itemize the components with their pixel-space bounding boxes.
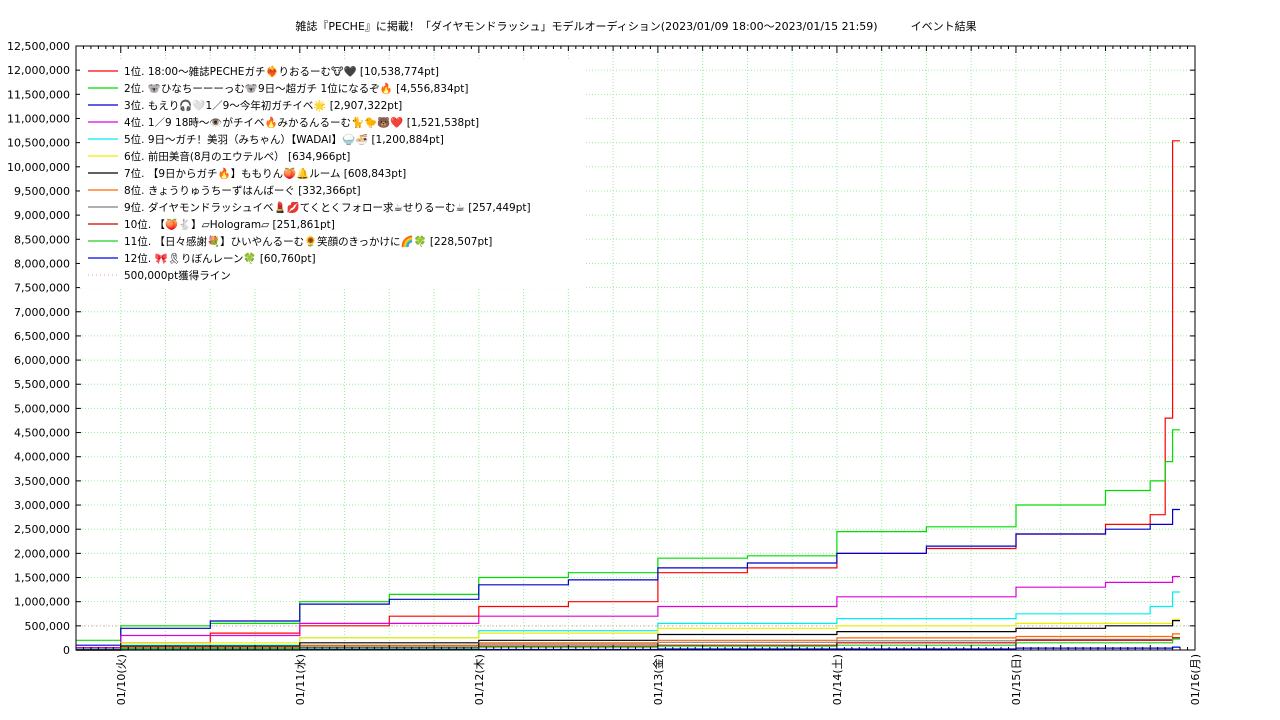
- series-line-7: [76, 620, 1180, 651]
- x-tick-label: 01/12(木): [473, 654, 486, 705]
- y-tick-label: 10,000,000: [7, 161, 70, 174]
- y-tick-label: 2,500,000: [14, 523, 70, 536]
- y-tick-label: 2,000,000: [14, 547, 70, 560]
- legend: 1位. 18:00～雑誌PECHEガチ❤️‍🔥りおるーむ🐮🖤 [10,538,7…: [80, 60, 585, 288]
- y-tick-label: 9,500,000: [14, 185, 70, 198]
- y-tick-label: 5,500,000: [14, 378, 70, 391]
- y-tick-label: 9,000,000: [14, 209, 70, 222]
- y-tick-label: 10,500,000: [7, 137, 70, 150]
- x-tick-label: 01/16(月): [1189, 654, 1202, 705]
- y-tick-label: 7,000,000: [14, 306, 70, 319]
- series-line-4: [76, 575, 1180, 649]
- legend-background: [80, 60, 585, 288]
- x-tick-label: 01/14(土): [831, 654, 844, 705]
- legend-entry: 2位. 🐨ひなちーーーっむ🐨9日～超ガチ 1位になるぞ🔥 [4,556,834p…: [124, 82, 469, 95]
- legend-entry: 4位. 1／9 18時～👁️がチイベ🔥みかるんるーむ🐈🐤🐻❤️ [1,521,5…: [124, 116, 479, 129]
- y-tick-label: 1,500,000: [14, 572, 70, 585]
- x-axis: 01/10(火) 01/11(水) 01/12(木) 01/13(金) 01/14(土)…: [75, 46, 1202, 705]
- y-tick-label: 4,500,000: [14, 427, 70, 440]
- y-tick-label: 500,000: [25, 620, 71, 633]
- legend-entry: 6位. 前田美音(8月のエウテルペ） [634,966pt]: [124, 150, 350, 163]
- y-tick-label: 4,000,000: [14, 451, 70, 464]
- y-tick-label: 8,500,000: [14, 233, 70, 246]
- y-tick-label: 11,000,000: [7, 112, 70, 125]
- legend-entry: 7位. 【9日からガチ🔥】ももりん🍑🔔ルーム [608,843pt]: [124, 167, 406, 180]
- series-line-5: [76, 591, 1180, 650]
- series-line-3: [76, 508, 1180, 646]
- y-tick-label: 12,500,000: [7, 40, 70, 53]
- y-tick-label: 3,500,000: [14, 475, 70, 488]
- y-axis: 0 500,000 1,000,000 1,500,000 2,000,000 2,500…: [7, 40, 1195, 657]
- x-tick-label: 01/10(火): [115, 654, 128, 705]
- x-tick-label: 01/11(水): [294, 654, 307, 705]
- x-tick-label: 01/13(金): [651, 654, 665, 705]
- legend-entry: 11位. 【日々感謝💐】ひいやんるーむ🌻笑顔のきっかけに🌈🍀 [228,507p…: [124, 235, 492, 248]
- legend-entry: 10位. 【🍑🐇】▱Hologram▱ [251,861pt]: [124, 218, 335, 231]
- y-tick-label: 1,000,000: [14, 596, 70, 609]
- legend-entry: 500,000pt獲得ライン: [124, 269, 231, 282]
- y-tick-label: 8,000,000: [14, 257, 70, 270]
- y-tick-label: 0: [63, 644, 70, 657]
- legend-entry: 5位. 9日～ガチ！美羽（みちゃん）【WADAI】🍚🍜 [1,200,884pt…: [124, 133, 444, 146]
- y-tick-label: 11,500,000: [7, 88, 70, 101]
- y-tick-label: 12,000,000: [7, 64, 70, 77]
- y-tick-label: 3,000,000: [14, 499, 70, 512]
- y-tick-label: 5,000,000: [14, 402, 70, 415]
- legend-entry: 8位. きょうりゅうちーずはんばーぐ [332,366pt]: [124, 184, 361, 197]
- y-tick-label: 6,000,000: [14, 354, 70, 367]
- legend-entry: 9位. ダイヤモンドラッシュイベ💄💋てくとくフォロー求☕せりるーむ☕ [257,…: [124, 201, 531, 214]
- legend-entry: 12位. 🎀🎗りぼんレーン🍀 [60,760pt]: [124, 252, 316, 265]
- x-tick-label: 01/15(日): [1010, 654, 1023, 705]
- legend-entry: 3位. もえり🎧🤍1／9～今年初ガチイベ🌟 [2,907,322pt]: [124, 99, 402, 112]
- chart-title: 雑誌『PECHE』に掲載！「ダイヤモンドラッシュ」モデルオーディション(2023…: [295, 20, 977, 33]
- legend-entry: 1位. 18:00～雑誌PECHEガチ❤️‍🔥りおるーむ🐮🖤 [10,538,7…: [124, 65, 439, 78]
- y-tick-label: 7,500,000: [14, 282, 70, 295]
- series-line-6: [76, 618, 1180, 651]
- y-tick-label: 6,500,000: [14, 330, 70, 343]
